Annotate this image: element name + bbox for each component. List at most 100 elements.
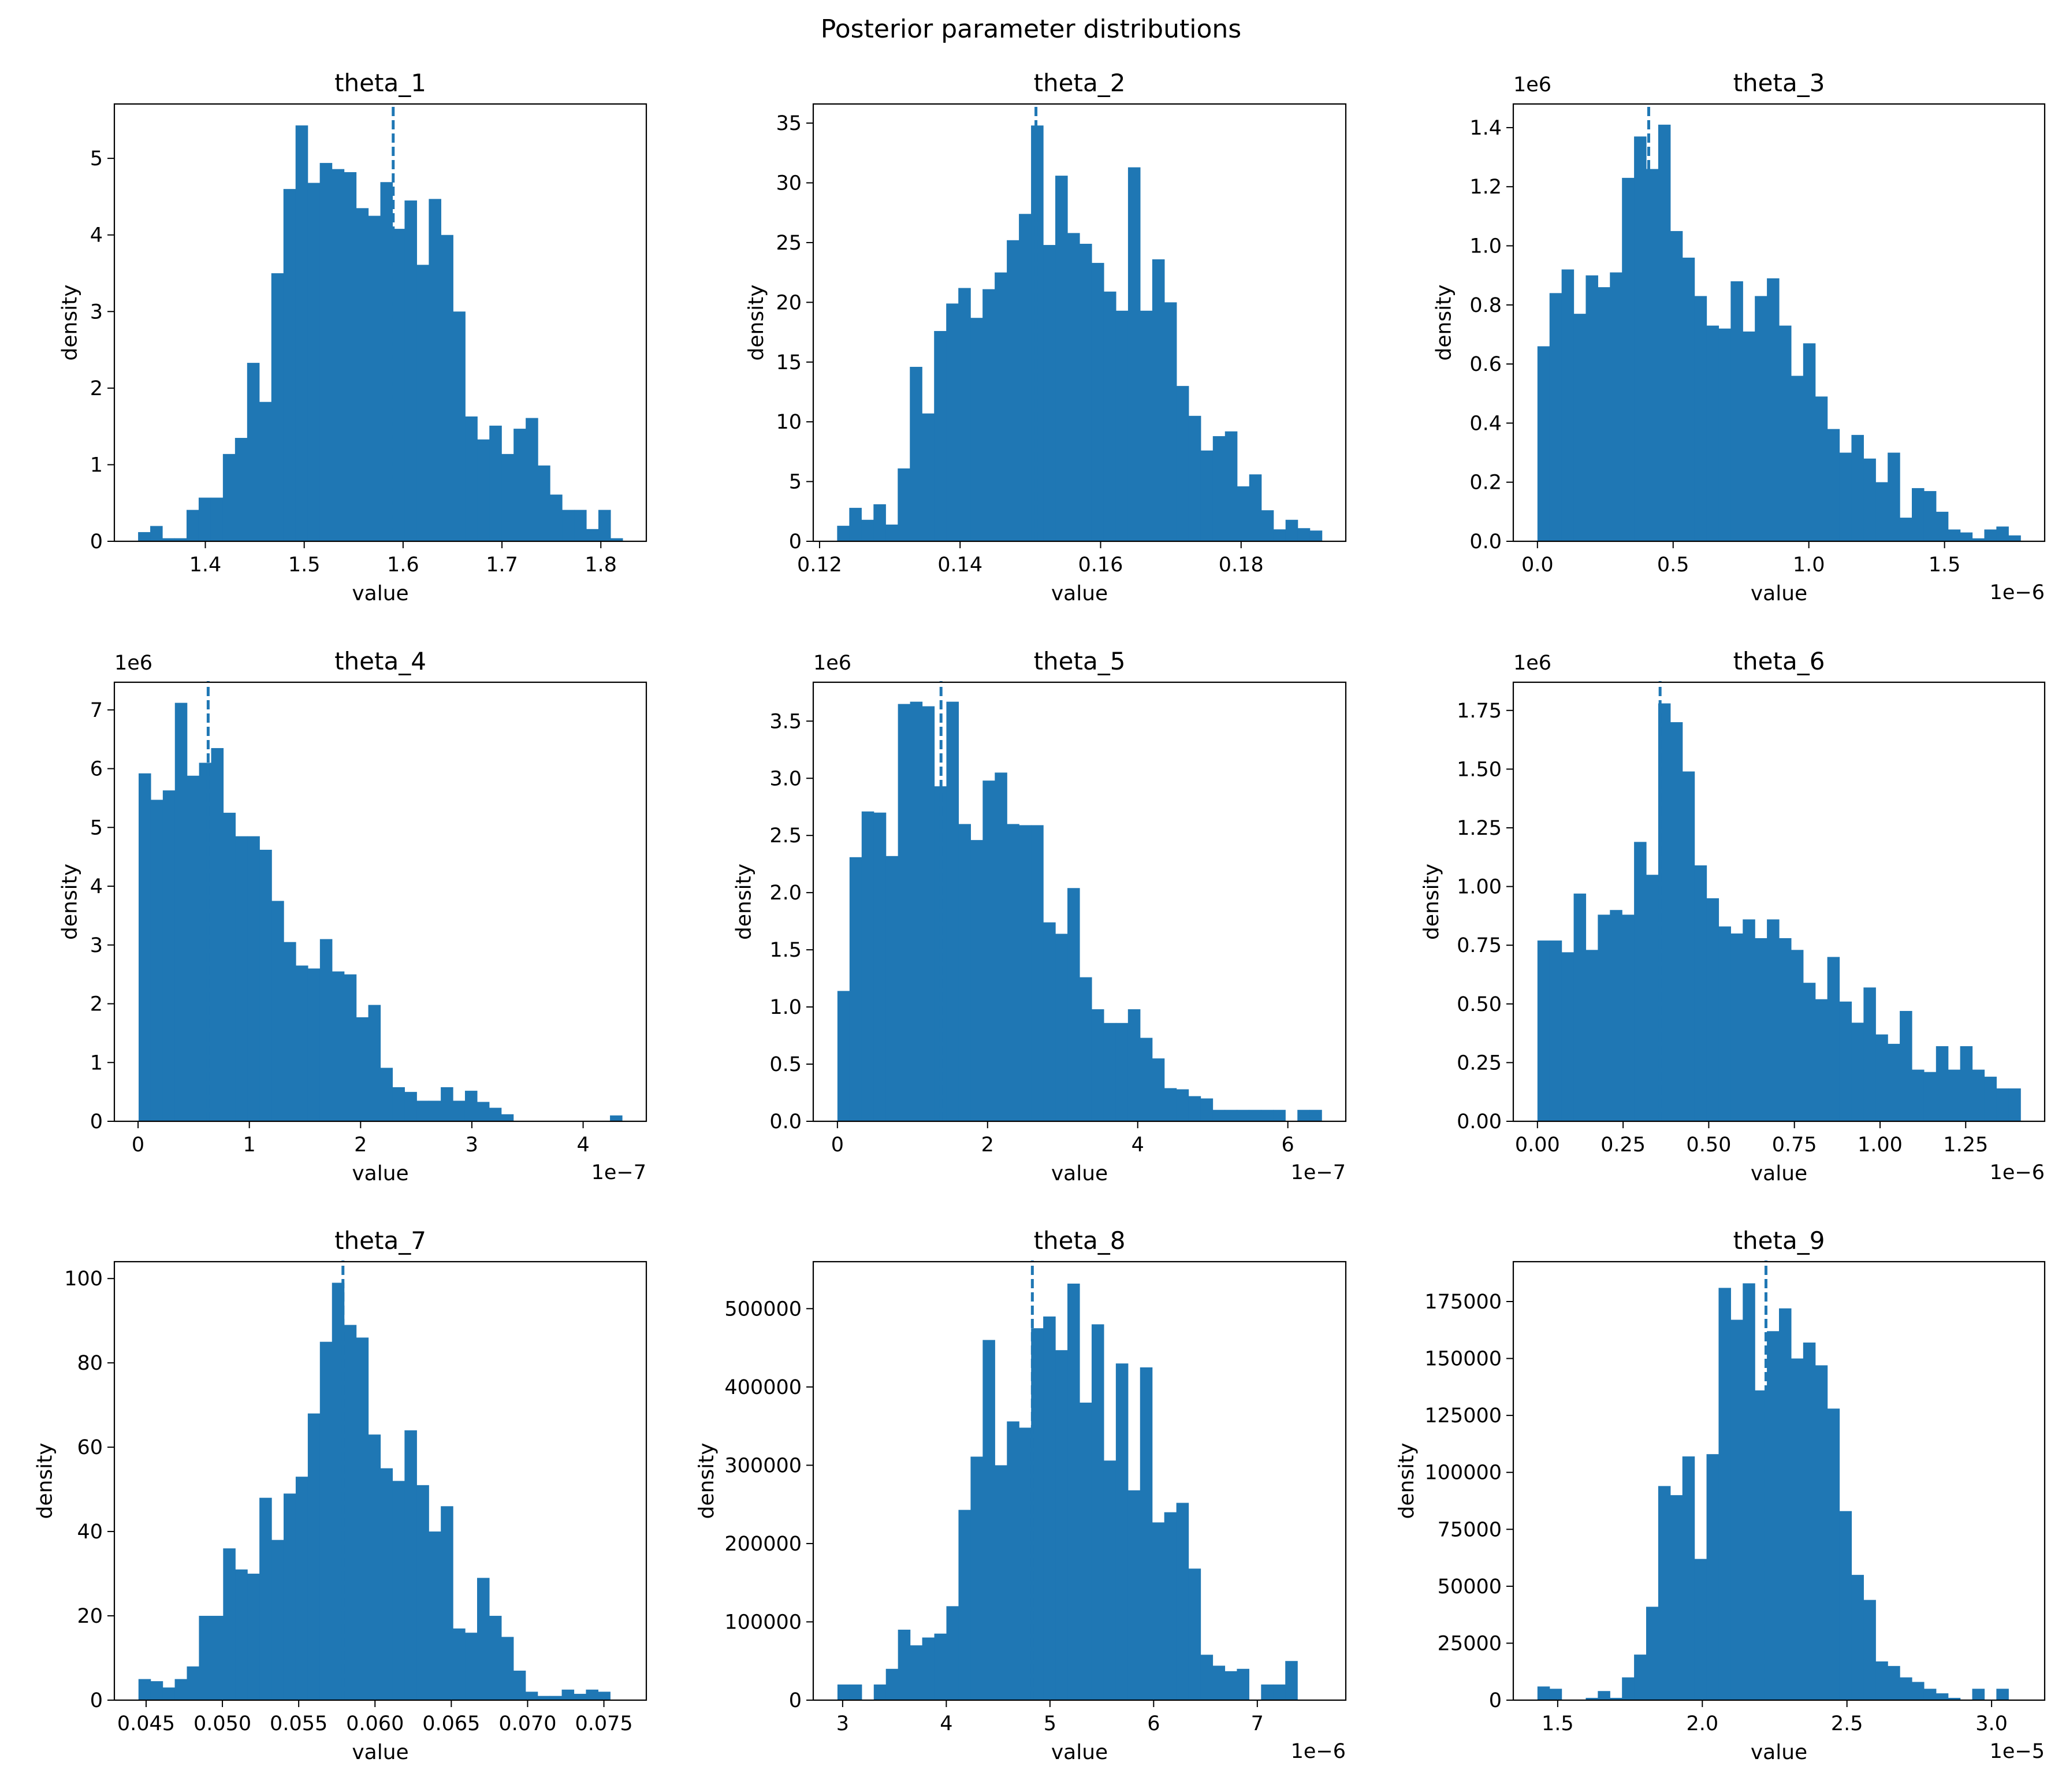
histogram-bar [356, 1337, 369, 1700]
y-tick-label: 10 [776, 411, 802, 434]
y-axis-label: density [732, 864, 756, 940]
histogram-bar [1224, 431, 1238, 541]
histogram-bar [332, 169, 345, 542]
histogram-bar [946, 1606, 959, 1700]
histogram-bar [837, 526, 850, 541]
histogram-bar [1706, 898, 1719, 1121]
panel-title: theta_9 [1733, 1226, 1825, 1255]
histogram-bar [1839, 452, 1852, 541]
y-tick-label: 0.6 [1469, 353, 1502, 376]
histogram-bar [1972, 538, 1985, 541]
histogram-bar [958, 288, 971, 541]
x-tick-label: 0.060 [346, 1712, 404, 1735]
histogram-bar [1237, 1110, 1250, 1121]
histogram-bar [247, 1574, 260, 1700]
x-tick-label: 2 [354, 1133, 367, 1157]
histogram-bar [1839, 1001, 1852, 1121]
histogram-bar [356, 208, 369, 541]
x-tick-label: 6 [1147, 1712, 1160, 1735]
histogram-bar [1273, 529, 1286, 541]
histogram-bar [1972, 1689, 1985, 1700]
histogram-bar [235, 1569, 248, 1700]
x-tick-label: 1.6 [387, 553, 419, 577]
histogram-bar [1948, 1698, 1961, 1700]
y-tick-label: 125000 [1424, 1404, 1502, 1427]
histogram-bar [1164, 1088, 1177, 1121]
panel-title: theta_7 [334, 1226, 426, 1255]
histogram-bar [1755, 296, 1767, 541]
histogram-bar [586, 529, 599, 541]
y-tick-label: 0.25 [1457, 1051, 1502, 1075]
histogram-bar [526, 418, 538, 541]
histogram-bar [1996, 1689, 2009, 1700]
histogram-bar [861, 519, 874, 541]
x-tick-label: 0.055 [270, 1712, 327, 1735]
x-tick-label: 3.0 [1975, 1712, 2008, 1735]
histogram-bar [849, 857, 862, 1121]
histogram-bar [982, 1340, 995, 1700]
histogram-bar [307, 183, 321, 542]
histogram-bar [1972, 1069, 1985, 1121]
histogram-bar [1900, 518, 1912, 541]
histogram-bar [1019, 214, 1032, 541]
histogram-bar [477, 1102, 490, 1121]
histogram-bar [1912, 1069, 1925, 1121]
histogram-bar [849, 508, 862, 541]
histogram-bar [898, 704, 911, 1121]
histogram-bar [598, 1691, 611, 1700]
histogram-bar [513, 429, 526, 541]
histogram-bar [995, 1465, 1007, 1700]
y-tick-label: 4 [90, 224, 103, 247]
histogram-bar [1285, 519, 1298, 541]
x-offset-label: 1e−6 [1990, 1161, 2045, 1184]
histogram-bar [1755, 938, 1767, 1121]
y-tick-label: 1.0 [769, 996, 802, 1019]
histogram-bar [1779, 325, 1792, 541]
histogram-bar [235, 438, 248, 541]
histogram-bar [1200, 450, 1214, 541]
x-tick-label: 3 [836, 1712, 849, 1735]
histogram-bar [1115, 1023, 1129, 1121]
histogram-bar [1718, 926, 1731, 1121]
y-tick-label: 75000 [1438, 1518, 1502, 1541]
histogram-bar [392, 1481, 405, 1700]
y-axis-label: density [695, 1443, 719, 1519]
panel-title: theta_8 [1034, 1226, 1126, 1255]
y-tick-label: 0.50 [1457, 993, 1502, 1016]
y-tick-label: 0 [789, 1689, 802, 1712]
histogram-bar [1043, 922, 1056, 1121]
y-tick-label: 6 [90, 758, 103, 781]
histogram-bar [319, 1341, 333, 1700]
histogram-bar [150, 1681, 163, 1700]
x-axis-label: value [1051, 1162, 1108, 1185]
histogram-bar [247, 836, 260, 1121]
histogram-bar [1285, 1661, 1298, 1700]
histogram-bar [174, 538, 187, 541]
y-tick-label: 5 [789, 471, 802, 494]
histogram-bar [1164, 302, 1177, 541]
y-tick-label: 0.4 [1469, 412, 1502, 435]
x-axis-label: value [352, 1741, 408, 1764]
y-tick-label: 100 [64, 1267, 103, 1291]
histogram-bar [873, 1684, 887, 1700]
y-tick-label: 60 [77, 1436, 103, 1459]
histogram-bar [138, 1679, 151, 1700]
histogram-bar [1043, 245, 1056, 541]
panel-title: theta_1 [334, 69, 426, 97]
histogram-bar [1646, 875, 1659, 1121]
histogram-bar [1670, 230, 1683, 541]
histogram-bar [1900, 1677, 1912, 1700]
histogram-bar [501, 1114, 514, 1121]
histogram-bar [1670, 722, 1683, 1121]
histogram-bar [1067, 1283, 1080, 1700]
histogram-bar [1140, 1038, 1153, 1121]
histogram-bar [574, 510, 587, 541]
y-tick-label: 50000 [1438, 1575, 1502, 1598]
panel-theta_8: 3 4 5 6 7 0 100000 200000 300000 400000 500000 thet… [695, 1226, 1347, 1764]
histogram-bar [332, 971, 345, 1121]
y-tick-label: 80 [77, 1352, 103, 1375]
histogram-bar [1573, 893, 1587, 1121]
histogram-bar [319, 939, 333, 1121]
y-tick-label: 3 [90, 934, 103, 957]
histogram-bar [150, 526, 163, 541]
